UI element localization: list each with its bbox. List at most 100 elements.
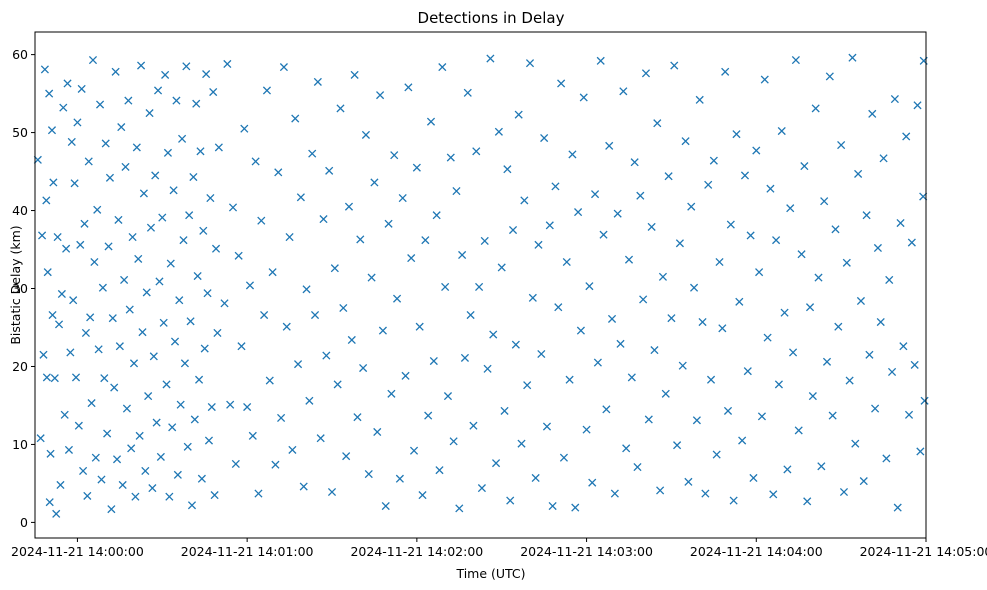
data-point-marker [132, 143, 141, 152]
data-point-marker [313, 77, 322, 86]
data-point-marker [161, 70, 170, 79]
data-point-marker [585, 282, 594, 291]
data-point-marker [907, 238, 916, 247]
data-point-marker [579, 93, 588, 102]
data-point-marker [418, 491, 427, 500]
data-point-marker [46, 449, 55, 458]
data-point-marker [200, 344, 209, 353]
data-point-marker [822, 357, 832, 366]
data-point-marker [112, 455, 122, 464]
data-point-marker [210, 491, 219, 500]
data-point-marker [129, 359, 139, 368]
data-point-marker [384, 219, 393, 228]
data-point-marker [424, 411, 433, 420]
y-tick-label: 0 [20, 515, 28, 530]
data-point-marker [689, 283, 699, 292]
data-point-marker [265, 376, 274, 385]
data-point-marker [460, 353, 470, 362]
data-point-marker [330, 264, 339, 273]
data-point-marker [602, 405, 611, 414]
data-point-marker [170, 337, 180, 346]
data-point-marker [90, 257, 99, 267]
data-point-marker [81, 328, 90, 338]
data-point-marker [831, 225, 840, 234]
data-point-marker [59, 103, 68, 112]
data-point-marker [231, 459, 240, 468]
data-point-marker [673, 441, 682, 450]
data-point-marker [183, 442, 192, 451]
data-point-marker [364, 470, 373, 479]
data-point-marker [506, 496, 515, 505]
data-point-marker [627, 373, 636, 382]
data-point-marker [336, 104, 345, 113]
data-point-marker [636, 191, 645, 200]
data-point-marker [774, 380, 783, 389]
data-point-marker [715, 257, 724, 267]
data-point-marker [605, 141, 614, 150]
data-point-marker [574, 208, 583, 217]
data-point-marker [245, 281, 255, 290]
data-point-marker [359, 363, 368, 373]
data-point-marker [57, 289, 66, 299]
data-point-marker [401, 371, 410, 380]
data-point-marker [42, 373, 51, 382]
data-point-marker [159, 318, 168, 327]
plot-area [33, 53, 929, 518]
data-point-marker [172, 96, 181, 105]
data-point-marker [681, 137, 690, 146]
data-point-marker [288, 445, 297, 454]
data-point-marker [223, 59, 232, 69]
data-point-marker [63, 79, 72, 88]
data-point-marker [127, 444, 136, 453]
data-point-marker [449, 437, 458, 446]
data-point-marker [207, 402, 216, 412]
data-point-marker [387, 389, 396, 398]
data-point-marker [145, 109, 154, 118]
y-tick-label: 60 [12, 47, 28, 62]
data-point-marker [607, 314, 617, 323]
chart-title: Detections in Delay [418, 9, 565, 27]
y-tick-label: 50 [12, 125, 28, 140]
data-point-marker [80, 219, 89, 228]
data-point-marker [475, 282, 484, 292]
data-point-marker [182, 62, 191, 71]
data-point-marker [271, 460, 280, 469]
data-point-marker [588, 478, 597, 487]
data-point-marker [299, 482, 308, 491]
data-point-marker [186, 317, 195, 326]
data-point-marker [350, 70, 359, 79]
data-point-marker [202, 70, 211, 79]
data-point-marker [197, 474, 206, 483]
data-point-marker [817, 462, 826, 471]
data-point-marker [66, 348, 75, 357]
data-point-marker [120, 275, 129, 284]
data-point-marker [851, 439, 860, 448]
data-point-marker [613, 209, 622, 218]
data-point-marker [540, 133, 549, 143]
data-point-marker [203, 289, 212, 298]
data-point-marker [168, 423, 177, 432]
data-point-marker [791, 56, 800, 65]
data-point-marker [67, 137, 76, 146]
data-point-marker [438, 63, 447, 72]
data-point-marker [596, 56, 605, 65]
data-point-marker [103, 429, 112, 438]
data-point-marker [913, 101, 922, 110]
data-point-marker [268, 268, 277, 277]
data-point-marker [226, 400, 235, 409]
data-point-marker [180, 359, 189, 368]
data-point-marker [43, 268, 52, 277]
data-point-marker [204, 436, 214, 445]
data-point-marker [446, 153, 455, 162]
data-point-marker [854, 169, 863, 178]
data-point-marker [760, 75, 769, 84]
data-point-marker [772, 236, 781, 245]
data-point-marker [165, 492, 174, 501]
data-point-marker [48, 310, 57, 320]
data-point-marker [542, 422, 552, 431]
data-point-marker [342, 452, 351, 461]
data-point-marker [763, 333, 772, 342]
data-point-marker [115, 342, 124, 351]
data-point-marker [134, 254, 143, 263]
data-point-marker [803, 497, 812, 506]
